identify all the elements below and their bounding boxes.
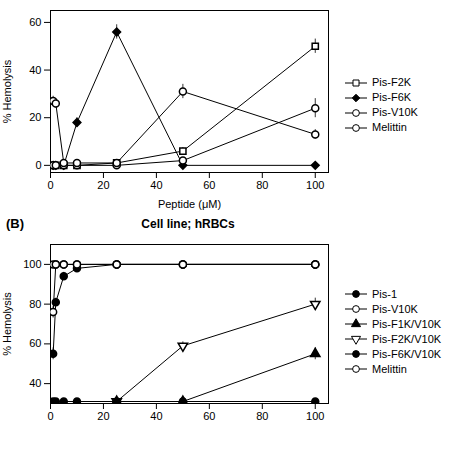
svg-text:20: 20: [29, 111, 41, 123]
svg-text:40: 40: [150, 179, 162, 191]
svg-text:80: 80: [256, 179, 268, 191]
svg-text:100: 100: [306, 179, 324, 191]
html-text:Melittin: Melittin: [372, 362, 407, 375]
svg-text:80: 80: [256, 410, 268, 422]
svg-text:40: 40: [29, 64, 41, 76]
svg-text:Peptide (μM): Peptide (μM): [158, 198, 221, 210]
svg-text:20: 20: [97, 179, 109, 191]
svg-text:% Hemolysis: % Hemolysis: [1, 59, 13, 123]
svg-text:% Hemolysis: % Hemolysis: [1, 292, 13, 356]
html-text:Pis-F6K: Pis-F6K: [372, 91, 412, 103]
html-text:Pis-V10K: Pis-V10K: [372, 302, 418, 315]
svg-text:60: 60: [203, 179, 215, 191]
html-text:Pis-V10K: Pis-V10K: [372, 106, 418, 118]
svg-text:100: 100: [306, 410, 324, 422]
svg-text:80: 80: [29, 298, 41, 310]
html-text:Pis-1: Pis-1: [372, 287, 398, 300]
html-text:(B): (B): [6, 216, 24, 231]
svg-text:20: 20: [97, 410, 109, 422]
svg-text:0: 0: [47, 179, 53, 191]
html-text:Pis-F6K/V10K: Pis-F6K/V10K: [372, 347, 442, 360]
html-text:Melittin: Melittin: [372, 121, 407, 133]
svg-text:0: 0: [35, 159, 41, 171]
html-text:Cell line; hRBCs: Cell line; hRBCs: [141, 217, 235, 231]
svg-text:0: 0: [47, 410, 53, 422]
svg-text:40: 40: [150, 410, 162, 422]
html-text:Pis-F1K/V10K: Pis-F1K/V10K: [372, 317, 442, 330]
svg-text:40: 40: [29, 377, 41, 389]
svg-text:60: 60: [29, 337, 41, 349]
svg-text:100: 100: [23, 258, 41, 270]
svg-text:60: 60: [203, 410, 215, 422]
html-text:Pis-F2K: Pis-F2K: [372, 76, 412, 88]
svg-text:60: 60: [29, 16, 41, 28]
html-text:Pis-F2K/V10K: Pis-F2K/V10K: [372, 332, 442, 345]
